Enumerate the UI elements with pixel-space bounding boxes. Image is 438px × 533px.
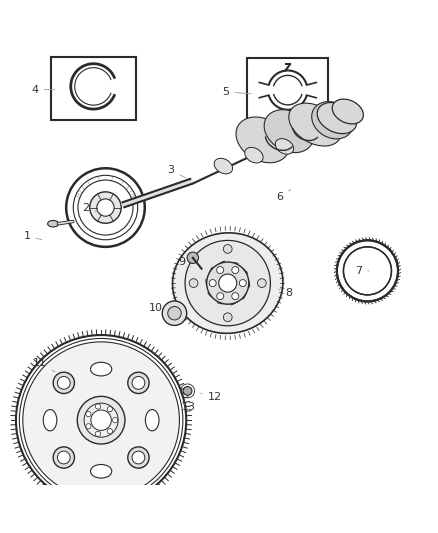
Circle shape xyxy=(217,293,224,300)
Text: 5: 5 xyxy=(223,87,251,97)
Circle shape xyxy=(128,447,149,468)
Bar xyxy=(51,57,136,120)
Text: 10: 10 xyxy=(148,303,162,313)
Ellipse shape xyxy=(312,102,353,139)
Circle shape xyxy=(77,397,125,444)
Circle shape xyxy=(232,293,239,300)
Circle shape xyxy=(337,240,398,302)
Ellipse shape xyxy=(276,139,294,154)
Circle shape xyxy=(97,199,114,216)
Circle shape xyxy=(258,279,266,287)
Text: 4: 4 xyxy=(31,85,55,95)
Ellipse shape xyxy=(91,464,112,478)
Ellipse shape xyxy=(145,409,159,431)
Circle shape xyxy=(223,245,232,253)
Circle shape xyxy=(107,407,113,412)
Ellipse shape xyxy=(264,110,314,152)
Circle shape xyxy=(168,306,181,320)
Circle shape xyxy=(223,313,232,321)
Text: 1: 1 xyxy=(23,231,42,241)
Circle shape xyxy=(187,252,198,263)
Ellipse shape xyxy=(317,102,357,134)
Circle shape xyxy=(207,262,249,304)
Polygon shape xyxy=(122,179,193,207)
Circle shape xyxy=(57,376,70,389)
Circle shape xyxy=(132,451,145,464)
Ellipse shape xyxy=(332,99,364,124)
Circle shape xyxy=(107,429,113,434)
Circle shape xyxy=(209,280,216,287)
Circle shape xyxy=(189,279,198,287)
Ellipse shape xyxy=(289,103,341,146)
Circle shape xyxy=(183,386,192,395)
Circle shape xyxy=(185,240,270,326)
Circle shape xyxy=(53,447,74,468)
Text: 7: 7 xyxy=(355,266,369,276)
Circle shape xyxy=(86,424,91,429)
Text: 6: 6 xyxy=(277,189,291,201)
Bar xyxy=(247,58,328,123)
Ellipse shape xyxy=(333,101,358,122)
Circle shape xyxy=(84,403,118,437)
Circle shape xyxy=(239,280,246,287)
Circle shape xyxy=(10,328,193,512)
Circle shape xyxy=(95,431,101,437)
Circle shape xyxy=(113,417,118,423)
Circle shape xyxy=(95,404,101,409)
Ellipse shape xyxy=(245,147,263,163)
Ellipse shape xyxy=(173,233,283,333)
Circle shape xyxy=(23,342,180,498)
Ellipse shape xyxy=(91,362,112,376)
Circle shape xyxy=(128,372,149,393)
Text: 12: 12 xyxy=(201,392,222,402)
Text: 8: 8 xyxy=(279,288,293,298)
Circle shape xyxy=(217,266,224,273)
Circle shape xyxy=(91,410,111,431)
Ellipse shape xyxy=(214,158,233,174)
Text: 2: 2 xyxy=(82,203,101,213)
Circle shape xyxy=(57,451,70,464)
Text: 3: 3 xyxy=(167,165,186,178)
Ellipse shape xyxy=(338,105,353,118)
Circle shape xyxy=(90,192,121,223)
Circle shape xyxy=(162,301,187,326)
Ellipse shape xyxy=(236,117,290,163)
Circle shape xyxy=(219,274,237,292)
Text: 11: 11 xyxy=(33,358,55,372)
Ellipse shape xyxy=(43,409,57,431)
Ellipse shape xyxy=(48,221,59,227)
Text: 9: 9 xyxy=(178,257,191,267)
Text: 13: 13 xyxy=(181,402,195,412)
Circle shape xyxy=(132,376,145,389)
Circle shape xyxy=(232,266,239,273)
Circle shape xyxy=(86,411,91,417)
Circle shape xyxy=(53,372,74,393)
